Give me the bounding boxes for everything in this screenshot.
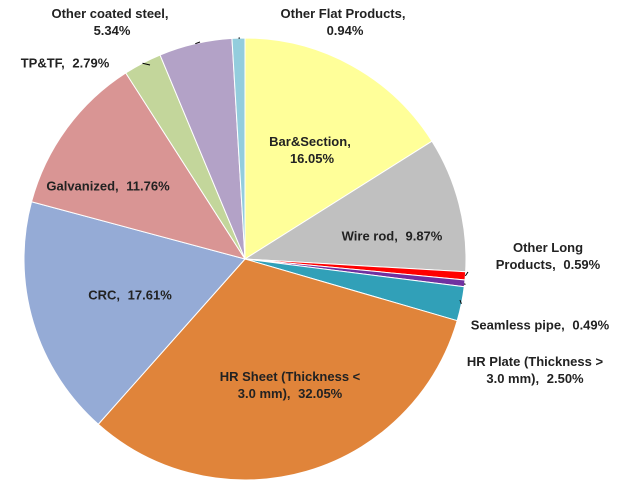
value-label: 0.94% [326,23,364,38]
value-label: 16.05% [289,151,335,166]
category-label: TP&TF, [20,55,65,71]
data-label: Wire rod, 9.87% [322,228,462,245]
data-label: TP&TF, 2.79% [10,55,120,72]
leader-line [459,299,462,305]
data-label: HR Sheet (Thickness < 3.0 mm), 32.05% [210,368,370,402]
category-label: Other Flat Products, [280,6,406,21]
data-label: Other Flat Products, 0.94% [268,5,418,39]
data-label: Other coated steel, 5.34% [40,5,180,39]
pie-slice [97,258,458,481]
category-label: CRC, [88,287,121,303]
category-label: Other Long Products, [495,240,584,272]
data-label: Galvanized, 11.76% [38,178,178,195]
pie-slice [244,37,433,260]
value-label: 32.05% [298,386,343,401]
pie-slice [30,72,247,260]
data-label: Other Long Products, 0.59% [493,239,603,273]
category-label: Wire rod, [341,228,398,244]
leader-line [195,41,201,45]
data-label: Seamless pipe, 0.49% [470,317,610,334]
category-label: HR Plate (Thickness > 3.0 mm), [466,354,604,386]
category-label: Other coated steel, [51,6,169,21]
category-label: Galvanized, [46,178,119,194]
category-label: Bar&Section, [269,134,351,149]
value-label: 11.76% [126,178,170,194]
value-label: 2.79% [72,55,110,71]
data-label: Bar&Section, 16.05% [260,133,360,167]
value-label: 0.49% [572,317,610,333]
value-label: 17.61% [127,287,172,303]
value-label: 2.50% [546,371,584,386]
data-label: HR Plate (Thickness > 3.0 mm), 2.50% [460,353,610,387]
data-label: CRC, 17.61% [75,287,185,304]
value-label: 0.59% [563,257,601,272]
category-label: Seamless pipe, [470,317,565,333]
value-label: 9.87% [405,228,443,244]
category-label: HR Sheet (Thickness < 3.0 mm), [219,369,361,401]
leader-line [464,271,469,277]
leader-line [142,62,151,66]
pie-slice [23,201,246,425]
pie-slice [243,140,467,273]
value-label: 5.34% [93,23,131,38]
